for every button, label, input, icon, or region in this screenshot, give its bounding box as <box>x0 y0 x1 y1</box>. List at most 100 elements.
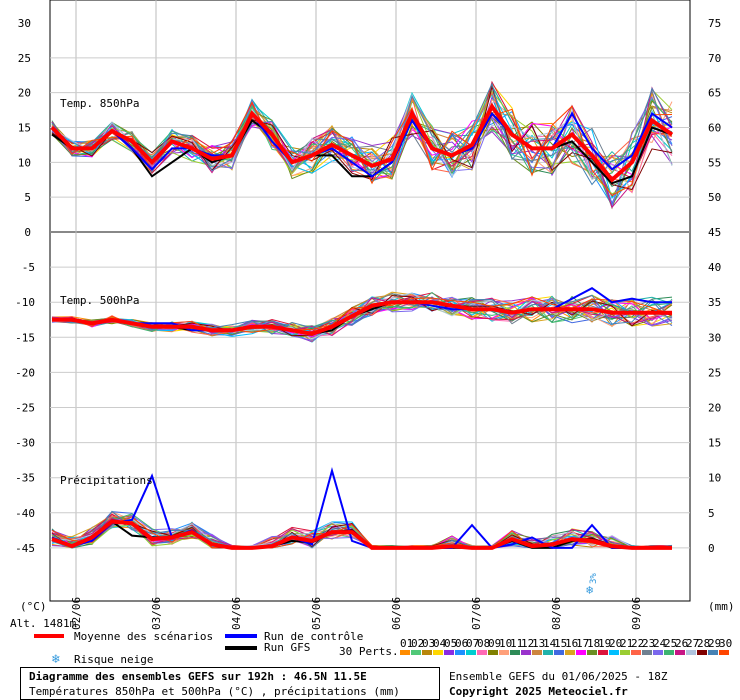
legend-mean-label: Moyenne des scénarios <box>74 630 213 643</box>
pert-legend-number: 01 <box>400 637 413 650</box>
top-right-tick: 60 <box>708 122 721 135</box>
panel-label-t500: Temp. 500hPa <box>60 294 139 307</box>
top-left-tick: 10 <box>18 156 31 169</box>
top-right-tick: 75 <box>708 17 721 30</box>
bottom-left-tick: -20 <box>15 366 35 379</box>
copyright: Copyright 2025 Meteociel.fr <box>449 685 628 698</box>
pert-legend-swatch <box>532 650 542 655</box>
pert-legend-number: 03 <box>422 637 435 650</box>
pert-legend-swatch <box>697 650 707 655</box>
pert-legend-swatch <box>664 650 674 655</box>
pert-legend-number: 25 <box>664 637 677 650</box>
mean-t850-line <box>50 102 674 183</box>
right-unit: (mm) <box>708 600 735 613</box>
pert-legend-swatch <box>455 650 465 655</box>
pert-legend-number: 07 <box>466 637 479 650</box>
pert-legend-number: 30 <box>719 637 732 650</box>
bottom-right-tick: 20 <box>708 402 721 415</box>
top-right-tick: 55 <box>708 156 721 169</box>
pert-legend-number: 23 <box>642 637 655 650</box>
pert-legend-number: 17 <box>576 637 589 650</box>
bottom-right-tick: 15 <box>708 437 721 450</box>
pert-legend-number: 12 <box>521 637 534 650</box>
gfs-t850-line <box>51 111 673 185</box>
bottom-right-tick: 0 <box>708 542 715 555</box>
legend-perts-label: 30 Perts. <box>339 645 399 658</box>
panel-label-precip: Précipitations <box>60 474 153 487</box>
bottom-left-tick: -25 <box>15 402 35 415</box>
control-precip-line <box>51 466 672 549</box>
chart-title: Diagramme des ensembles GEFS sur 192h : … <box>29 670 367 683</box>
pert-legend-swatch <box>653 650 663 655</box>
pert-legend-number: 18 <box>587 637 600 650</box>
top-left-tick: 15 <box>18 122 31 135</box>
top-right-tick: 45 <box>708 226 721 239</box>
pert-legend-number: 16 <box>565 637 578 650</box>
pert-legend-swatch <box>499 650 509 655</box>
pert-legend-number: 29 <box>708 637 721 650</box>
perturbation-20-t850 <box>51 90 673 200</box>
top-right-tick: 65 <box>708 87 721 100</box>
altitude-label: Alt. 1481m <box>10 617 77 630</box>
bottom-left-tick: -35 <box>15 472 35 485</box>
bottom-left-tick: -30 <box>15 437 35 450</box>
pert-legend-swatch <box>466 650 476 655</box>
pert-legend-number: 10 <box>499 637 512 650</box>
pert-legend-swatch <box>444 650 454 655</box>
pert-legend-swatch <box>598 650 608 655</box>
x-tick-label: 08/06 <box>550 597 563 630</box>
pert-legend-swatch <box>609 650 619 655</box>
pert-legend-number: 02 <box>411 637 424 650</box>
panel-label-t850: Temp. 850hPa <box>60 97 139 110</box>
pert-legend-swatch <box>400 650 410 655</box>
title-box: Diagramme des ensembles GEFS sur 192h : … <box>20 667 440 700</box>
top-right-tick: 50 <box>708 191 721 204</box>
x-tick-label: 05/06 <box>310 597 323 630</box>
pert-legend-swatch <box>411 650 421 655</box>
pert-legend-swatch <box>686 650 696 655</box>
grid-layer <box>49 0 691 602</box>
pert-legend-number: 28 <box>697 637 710 650</box>
bottom-left-tick: -40 <box>15 507 35 520</box>
mean-precip-line <box>51 519 672 550</box>
bottom-right-tick: 10 <box>708 472 721 485</box>
pert-legend-swatch <box>521 650 531 655</box>
left-unit: (°C) <box>20 600 47 613</box>
bottom-left-tick: -10 <box>15 296 35 309</box>
x-tick-label: 07/06 <box>470 597 483 630</box>
pert-legend-swatch <box>576 650 586 655</box>
pert-legend-number: 08 <box>477 637 490 650</box>
pert-legend-swatch <box>422 650 432 655</box>
pert-legend-number: 14 <box>543 637 557 650</box>
pert-legend-swatch <box>510 650 520 655</box>
pert-legend-swatch <box>488 650 498 655</box>
top-left-tick: 5 <box>24 191 31 204</box>
pert-legend-swatch <box>543 650 553 655</box>
control-t850-line <box>51 111 673 178</box>
pert-legend-number: 22 <box>631 637 644 650</box>
bottom-right-tick: 40 <box>708 261 721 274</box>
pert-legend-swatch <box>587 650 597 655</box>
top-right-tick: 70 <box>708 52 721 65</box>
snow-risk-icon: ❄ <box>586 583 593 597</box>
pert-legend-swatch <box>554 650 564 655</box>
pert-legend-number: 27 <box>686 637 699 650</box>
x-tick-label: 03/06 <box>150 597 163 630</box>
pert-legend-swatch <box>719 650 729 655</box>
pert-legend-number: 21 <box>620 637 633 650</box>
bottom-right-tick: 35 <box>708 296 721 309</box>
pert-legend-swatch <box>565 650 575 655</box>
pert-legend-number: 26 <box>675 637 688 650</box>
pert-legend-number: 04 <box>433 637 447 650</box>
bottom-right-tick: 30 <box>708 331 721 344</box>
pert-legend-number: 13 <box>532 637 545 650</box>
pert-legend-swatch <box>433 650 443 655</box>
perturbation-legend: 0102030405060708091011121314151617181920… <box>400 637 732 655</box>
bottom-left-tick: -15 <box>15 331 35 344</box>
pert-legend-number: 20 <box>609 637 622 650</box>
legend-control-label: Run de contrôle <box>264 630 363 643</box>
bottom-left-tick: -45 <box>15 542 35 555</box>
snow-risk-marker: 3%❄ <box>586 573 599 597</box>
